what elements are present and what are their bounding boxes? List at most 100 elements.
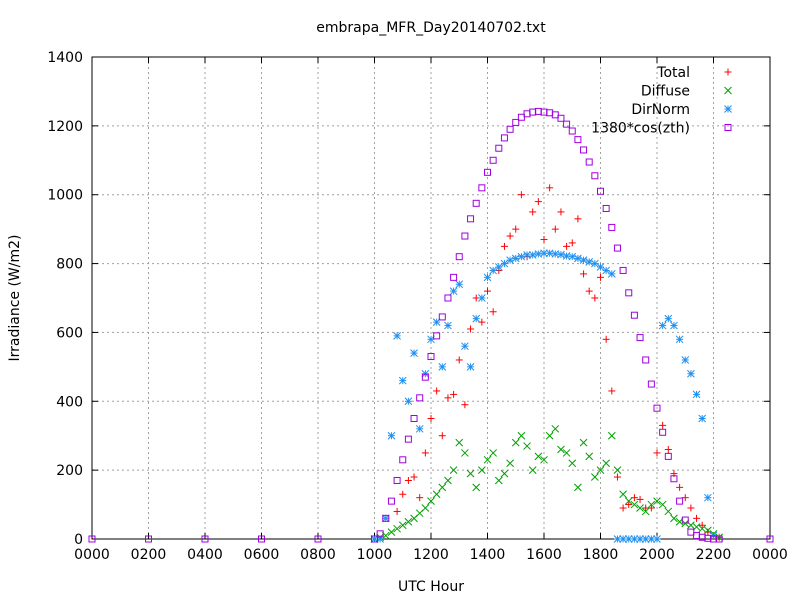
legend-marker <box>724 68 732 76</box>
data-point <box>664 445 672 453</box>
data-point <box>404 517 413 526</box>
data-point <box>511 254 520 263</box>
x-tick-label: 1200 <box>413 547 449 563</box>
data-point <box>489 156 497 164</box>
data-point <box>393 476 401 484</box>
data-point <box>438 483 447 492</box>
data-point <box>675 335 684 344</box>
data-point <box>461 449 469 457</box>
data-point <box>597 187 604 195</box>
data-point <box>455 280 464 289</box>
data-point <box>619 266 627 274</box>
data-point <box>449 287 458 295</box>
data-point <box>568 252 577 261</box>
x-tick-label: 2200 <box>696 547 732 563</box>
data-point <box>477 466 486 474</box>
data-point <box>698 521 706 529</box>
data-point <box>511 438 520 447</box>
data-point <box>427 415 435 422</box>
data-point <box>410 349 418 357</box>
data-point <box>404 435 412 443</box>
data-point <box>472 314 481 323</box>
data-point <box>676 497 684 505</box>
data-point <box>393 507 401 515</box>
data-point <box>201 535 209 543</box>
data-point <box>585 257 594 266</box>
data-point <box>477 294 486 302</box>
data-point <box>698 524 707 533</box>
data-point <box>500 242 508 250</box>
y-tick-label: 200 <box>56 463 83 479</box>
legend-label: Total <box>656 65 690 81</box>
x-tick-label: 1400 <box>470 547 506 563</box>
data-point <box>545 431 554 440</box>
data-point <box>591 172 599 180</box>
x-tick-label: 0000 <box>74 547 110 563</box>
data-point <box>427 497 435 505</box>
data-point <box>438 432 446 440</box>
data-point <box>517 191 525 199</box>
data-point <box>421 373 429 381</box>
data-point <box>461 232 469 240</box>
chart-title: embrapa_MFR_Day20140702.txt <box>316 20 546 36</box>
data-point <box>387 431 396 440</box>
data-point <box>387 497 395 505</box>
data-point <box>461 342 469 351</box>
data-point <box>585 452 594 461</box>
legend: Total Diffuse DirNorm 1380*cos(zth) <box>591 65 732 137</box>
data-point <box>427 353 435 361</box>
data-point <box>494 263 503 271</box>
data-point <box>596 466 605 474</box>
data-point <box>636 504 644 512</box>
data-point <box>438 363 447 371</box>
data-point <box>636 495 644 503</box>
data-point <box>687 504 695 512</box>
data-point <box>613 466 622 474</box>
data-point <box>512 225 520 233</box>
data-point <box>517 431 526 440</box>
data-point <box>506 459 514 468</box>
data-point <box>551 225 559 233</box>
data-point <box>602 459 611 468</box>
data-point <box>693 532 701 540</box>
data-point <box>534 452 543 461</box>
data-point <box>703 493 712 502</box>
data-point <box>371 535 378 543</box>
data-point <box>664 452 672 460</box>
data-series <box>88 107 774 543</box>
data-point <box>647 535 656 543</box>
data-point <box>551 111 559 119</box>
data-point <box>574 483 582 492</box>
data-point <box>613 473 621 481</box>
data-point <box>88 535 96 543</box>
x-tick-label: 1600 <box>526 547 562 563</box>
legend-marker <box>724 105 732 113</box>
data-point <box>467 325 475 333</box>
data-point <box>484 287 491 295</box>
data-point <box>416 494 424 502</box>
data-point <box>472 483 481 492</box>
data-point <box>659 421 667 429</box>
data-point <box>563 120 571 128</box>
data-point <box>597 273 604 281</box>
data-point <box>433 332 441 340</box>
y-tick-label: 1200 <box>47 119 83 135</box>
data-point <box>506 125 514 133</box>
data-point <box>416 394 424 402</box>
data-point <box>546 109 554 117</box>
data-point <box>500 134 508 142</box>
data-point <box>415 424 424 433</box>
data-point <box>568 127 576 135</box>
data-point <box>433 387 441 395</box>
y-tick-label: 1000 <box>47 188 83 204</box>
data-point <box>381 514 390 523</box>
data-point <box>619 504 627 512</box>
data-point <box>314 535 322 543</box>
y-tick-label: 600 <box>56 325 83 341</box>
data-point <box>625 501 633 509</box>
y-tick-label: 0 <box>74 532 83 548</box>
data-point <box>579 256 588 264</box>
data-point <box>766 535 774 543</box>
data-point <box>534 107 542 115</box>
